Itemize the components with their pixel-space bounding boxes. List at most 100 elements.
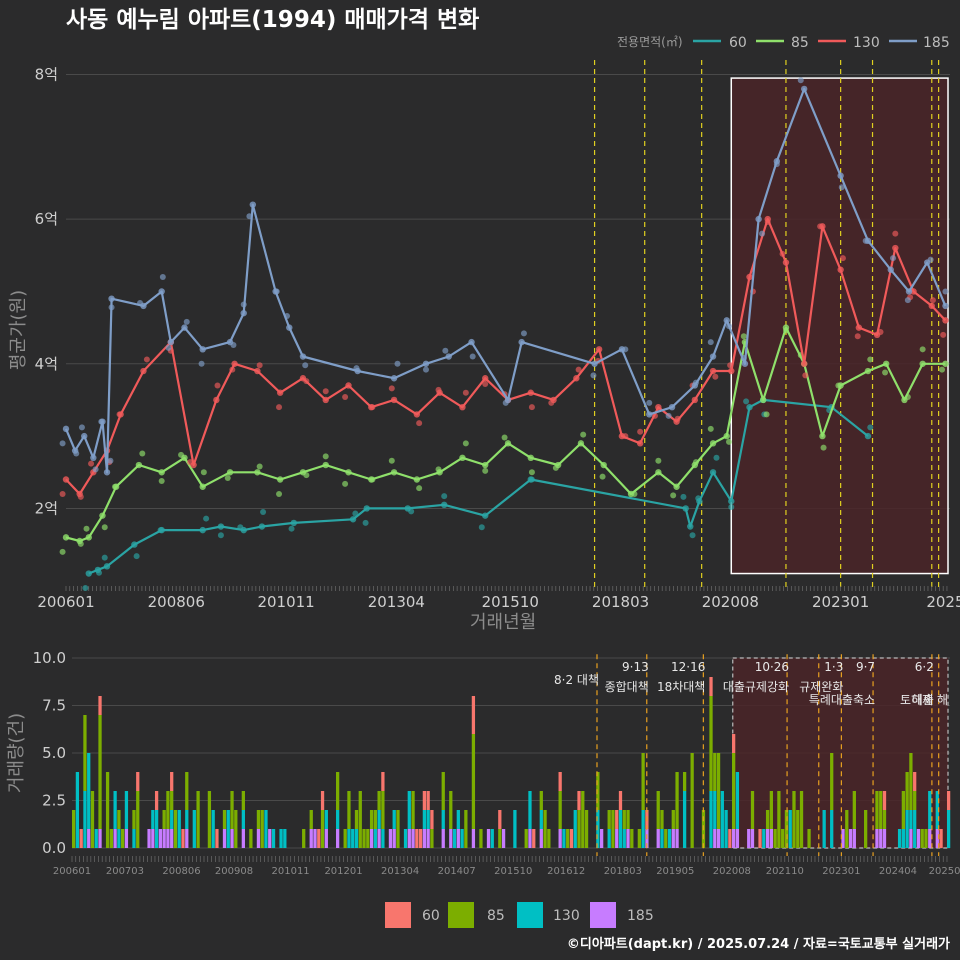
bottom-x-tick-label: 201407	[438, 866, 476, 877]
data-point-85	[782, 327, 789, 334]
volume-bar	[498, 810, 502, 829]
data-point-185	[741, 360, 749, 367]
data-point-85	[835, 382, 842, 389]
data-point-60	[695, 495, 702, 502]
data-point-130	[637, 428, 644, 435]
volume-bar	[946, 810, 951, 848]
volume-bar	[909, 753, 913, 810]
volume-bar	[170, 791, 174, 810]
data-point-130	[435, 386, 442, 393]
data-point-85	[199, 483, 206, 490]
volume-bar	[317, 829, 321, 848]
data-point-185	[249, 201, 257, 208]
policy-event-date: 10·26	[755, 660, 789, 674]
volume-bar	[716, 753, 721, 829]
volume-bar	[935, 791, 939, 829]
volume-bar	[615, 829, 619, 848]
volume-bar	[283, 829, 287, 848]
data-point-130	[800, 360, 808, 367]
volume-bar	[177, 810, 181, 848]
volume-bar	[154, 810, 159, 848]
data-point-85	[942, 360, 949, 367]
volume-bar	[411, 791, 415, 829]
data-point-130	[276, 404, 283, 411]
legend-bottom: 60 85 130 185	[385, 902, 654, 928]
data-point-85	[552, 464, 559, 471]
volume-bar	[449, 829, 453, 848]
volume-bar	[336, 772, 340, 810]
data-point-130	[527, 389, 534, 396]
volume-bar	[618, 810, 623, 848]
bottom-x-tick-label: 202301	[822, 866, 860, 877]
data-point-60	[728, 503, 735, 510]
data-point-60	[867, 424, 874, 431]
volume-bar	[396, 810, 400, 848]
volume-bar	[471, 829, 476, 848]
data-point-130	[928, 302, 935, 310]
volume-bar	[875, 791, 879, 829]
data-point-185	[103, 469, 111, 476]
data-point-85	[85, 534, 92, 541]
volume-bar	[528, 791, 532, 829]
data-point-185	[773, 161, 780, 168]
volume-bar	[920, 829, 924, 848]
volume-bar	[528, 829, 532, 848]
volume-bar	[682, 772, 687, 791]
bottom-x-tick-label: 202008	[713, 866, 751, 877]
volume-bar	[222, 829, 227, 848]
volume-bar	[852, 829, 856, 848]
volume-bar	[381, 791, 385, 829]
volume-bar	[773, 829, 777, 848]
data-point-85	[882, 369, 889, 376]
volume-bar	[351, 829, 355, 848]
volume-bar	[713, 753, 717, 791]
volume-bar	[173, 810, 178, 848]
volume-bar	[117, 829, 121, 848]
bottom-y-tick-label: 10.0	[33, 649, 66, 667]
bottom-y-tick-label: 7.5	[42, 697, 66, 715]
top-x-tick-label: 201510	[482, 593, 539, 611]
data-point-185	[740, 354, 747, 361]
data-point-60	[217, 523, 225, 530]
data-point-60	[131, 541, 138, 548]
volume-bar	[596, 772, 600, 810]
data-point-130	[303, 378, 310, 385]
data-point-185	[591, 360, 598, 367]
data-point-85	[256, 463, 263, 470]
volume-bar	[765, 810, 770, 829]
volume-bar	[230, 829, 234, 848]
volume-bar	[732, 829, 736, 848]
data-point-85	[254, 469, 261, 476]
volume-bar	[547, 829, 551, 848]
volume-bar	[709, 677, 713, 696]
volume-bar	[596, 810, 600, 848]
bottom-y-tick-label: 5.0	[42, 744, 66, 762]
volume-bar	[83, 715, 87, 791]
data-point-60	[260, 509, 267, 516]
data-point-85	[580, 431, 587, 438]
data-point-85	[413, 476, 421, 483]
data-point-130	[782, 259, 790, 266]
volume-bar	[90, 791, 95, 848]
volume-bar	[875, 829, 879, 848]
volume-bar	[268, 829, 272, 848]
volume-bar	[879, 791, 883, 829]
data-point-60	[728, 498, 735, 505]
data-point-185	[755, 215, 762, 223]
data-point-85	[709, 440, 717, 447]
policy-event-extra: 토허제 해	[900, 693, 948, 707]
volume-bar	[347, 791, 351, 829]
data-point-185	[800, 85, 808, 93]
data-point-85	[482, 461, 489, 469]
volume-bar	[207, 791, 212, 848]
data-point-85	[763, 411, 770, 418]
volume-bar	[377, 791, 381, 810]
volume-bar	[392, 810, 396, 829]
data-point-185	[108, 295, 115, 302]
volume-bar	[271, 829, 276, 848]
data-point-130	[322, 388, 329, 395]
data-point-185	[905, 288, 913, 295]
volume-bar	[841, 829, 845, 848]
volume-bar	[162, 829, 166, 848]
volume-bar	[79, 829, 83, 848]
